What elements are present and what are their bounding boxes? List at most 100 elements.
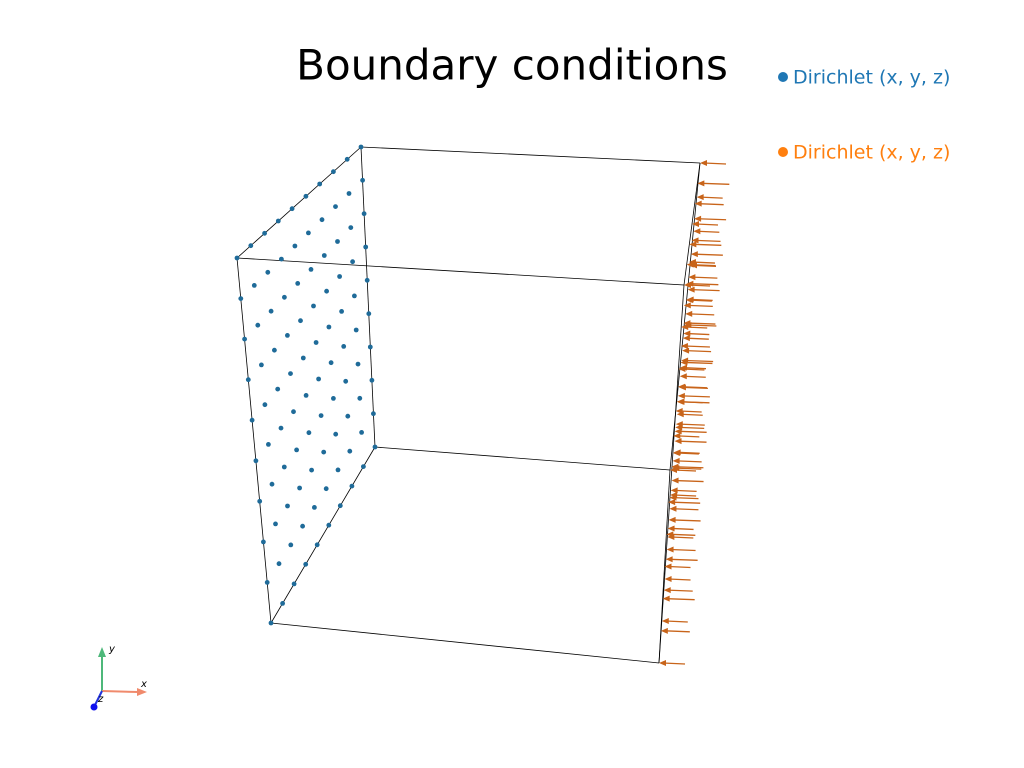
arrow-head xyxy=(693,228,701,235)
arrow-head xyxy=(694,200,702,207)
arrow-head xyxy=(688,274,696,281)
arrow-head xyxy=(700,160,707,166)
point xyxy=(331,396,336,401)
arrow-head xyxy=(666,531,674,538)
point xyxy=(253,458,259,464)
arrow-head xyxy=(668,499,676,506)
point xyxy=(289,206,295,212)
arrow-head xyxy=(678,384,686,391)
arrow-shaft xyxy=(687,304,713,308)
point xyxy=(291,581,297,587)
arrow-shaft xyxy=(676,467,702,470)
arrow-head xyxy=(692,221,699,227)
arrow-shaft xyxy=(697,230,720,233)
point xyxy=(295,281,301,286)
point xyxy=(285,333,290,338)
arrow-shaft xyxy=(690,283,719,286)
arrow-shaft xyxy=(684,345,710,348)
arrow-head xyxy=(680,343,688,350)
point xyxy=(262,230,267,236)
arrow-shaft xyxy=(674,489,697,493)
point xyxy=(323,486,329,492)
arrow-head xyxy=(664,563,672,570)
arrow-shaft xyxy=(690,298,713,302)
arrow-shaft xyxy=(681,395,710,398)
point xyxy=(358,144,364,150)
arrow-head xyxy=(660,627,668,634)
point xyxy=(282,294,287,300)
point xyxy=(265,269,271,275)
arrow-shaft xyxy=(678,430,707,433)
point xyxy=(291,409,296,415)
point xyxy=(294,447,299,453)
arrow-shaft xyxy=(672,519,701,522)
arrow-head xyxy=(682,335,690,342)
point xyxy=(285,503,290,509)
point xyxy=(238,296,244,301)
arrow-shaft xyxy=(687,332,710,336)
point xyxy=(369,377,375,383)
z-arrow xyxy=(90,703,98,711)
box-edge xyxy=(236,257,272,624)
arrow-head xyxy=(675,421,683,428)
arrow-shaft xyxy=(680,401,703,404)
arrow-shaft xyxy=(693,264,717,267)
arrow-shaft xyxy=(698,203,724,206)
arrow-head xyxy=(686,280,694,287)
arrow-head xyxy=(671,477,679,484)
arrow-shaft xyxy=(679,426,705,430)
point xyxy=(316,376,321,382)
arrow-head xyxy=(696,194,704,201)
box-edge xyxy=(658,284,685,664)
arrow-shaft xyxy=(667,589,693,592)
arrow-head xyxy=(672,457,680,464)
arrow-shaft xyxy=(691,288,720,292)
box-edge xyxy=(374,446,671,471)
point xyxy=(309,467,314,473)
point xyxy=(366,311,372,317)
arrow-head xyxy=(670,487,678,494)
point xyxy=(345,413,351,419)
arrow-shaft xyxy=(692,261,715,264)
x-arrow xyxy=(137,688,147,696)
box-edge xyxy=(236,146,362,259)
point xyxy=(364,277,370,283)
arrow-head xyxy=(697,180,705,187)
arrow-shaft xyxy=(670,533,696,536)
arrow-head xyxy=(661,618,669,624)
arrow-shaft xyxy=(673,508,699,511)
arrow-shaft xyxy=(670,548,696,552)
point xyxy=(266,442,271,447)
arrow-shaft xyxy=(679,410,702,413)
arrow-shaft xyxy=(695,223,719,226)
arrow-shaft xyxy=(678,440,707,443)
point xyxy=(288,371,293,376)
arrow-head xyxy=(681,357,689,364)
point xyxy=(298,318,303,324)
arrow-head xyxy=(680,364,687,371)
arrow-shaft xyxy=(698,218,727,221)
arrow-head xyxy=(690,251,698,258)
arrow-shaft xyxy=(683,367,707,370)
arrow-shaft xyxy=(675,479,704,483)
point xyxy=(268,620,274,626)
point xyxy=(372,444,378,450)
axes-widget: y x z xyxy=(90,644,147,711)
point xyxy=(326,522,332,528)
point xyxy=(272,347,277,353)
point xyxy=(303,561,309,567)
point xyxy=(337,274,342,279)
point xyxy=(324,288,329,294)
point xyxy=(360,177,365,183)
point xyxy=(333,431,339,437)
arrow-shaft xyxy=(666,598,695,601)
arrow-head xyxy=(666,546,674,553)
point xyxy=(257,498,263,504)
arrow-head xyxy=(679,373,687,380)
arrow-shaft xyxy=(685,359,714,363)
arrow-shaft xyxy=(695,239,721,243)
point xyxy=(359,430,364,435)
point xyxy=(361,211,367,217)
arrow-head xyxy=(686,296,694,303)
arrow-head xyxy=(659,660,666,666)
